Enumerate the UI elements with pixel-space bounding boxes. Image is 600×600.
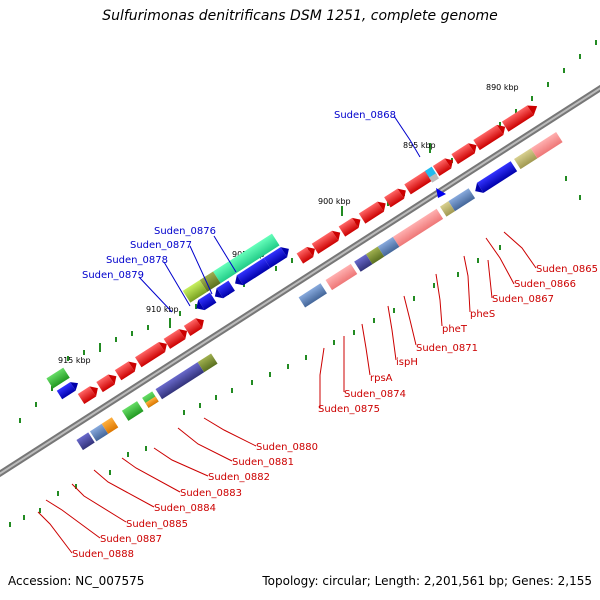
map-title: Sulfurimonas denitrificans DSM 1251, com…: [102, 8, 498, 24]
reverse-strand-cluster[interactable]: [46, 230, 292, 402]
label-isph: ispH: [396, 357, 418, 368]
label-suden-0867: Suden_0867: [492, 294, 554, 305]
gene-suden-0868[interactable]: [424, 166, 446, 198]
red-leader-lines: [37, 231, 537, 554]
kbp-label-910: 910 kbp: [146, 305, 179, 314]
label-suden-0865: Suden_0865: [536, 264, 598, 275]
kbp-label-895: 895 kbp: [403, 141, 436, 150]
label-suden-0871: Suden_0871: [416, 343, 478, 354]
label-suden-0881: Suden_0881: [232, 457, 294, 468]
label-suden-0875: Suden_0875: [318, 404, 380, 415]
label-suden-0880: Suden_0880: [256, 442, 318, 453]
label-suden-0866: Suden_0866: [514, 279, 576, 290]
label-suden-0868: Suden_0868: [334, 110, 396, 121]
kbp-label-900: 900 kbp: [318, 197, 351, 206]
label-suden-0885: Suden_0885: [126, 519, 188, 530]
label-suden-0879: Suden_0879: [82, 270, 144, 281]
inner-ring-ticks: [9, 176, 581, 527]
label-suden-0874: Suden_0874: [344, 389, 406, 400]
label-phet: pheT: [442, 324, 468, 335]
label-phes: pheS: [470, 309, 495, 320]
label-rpsa: rpsA: [370, 373, 393, 384]
label-suden-0876: Suden_0876: [154, 226, 216, 237]
forward-strand-genes[interactable]: [77, 101, 541, 405]
blue-leader-lines: [138, 115, 421, 313]
accession-text: Accession: NC_007575: [8, 574, 145, 588]
label-suden-0887: Suden_0887: [100, 534, 162, 545]
rna-and-feature-track[interactable]: [76, 132, 563, 451]
topology-text: Topology: circular; Length: 2,201,561 bp…: [262, 574, 592, 588]
label-suden-0878: Suden_0878: [106, 255, 168, 266]
label-suden-0883: Suden_0883: [180, 488, 242, 499]
label-suden-0884: Suden_0884: [154, 503, 216, 514]
label-suden-0882: Suden_0882: [208, 472, 270, 483]
kbp-ring-ticks: [19, 40, 597, 423]
kbp-label-915: 915 kbp: [58, 356, 91, 365]
label-suden-0888: Suden_0888: [72, 549, 134, 560]
label-suden-0877: Suden_0877: [130, 240, 192, 251]
kbp-label-890: 890 kbp: [486, 83, 519, 92]
